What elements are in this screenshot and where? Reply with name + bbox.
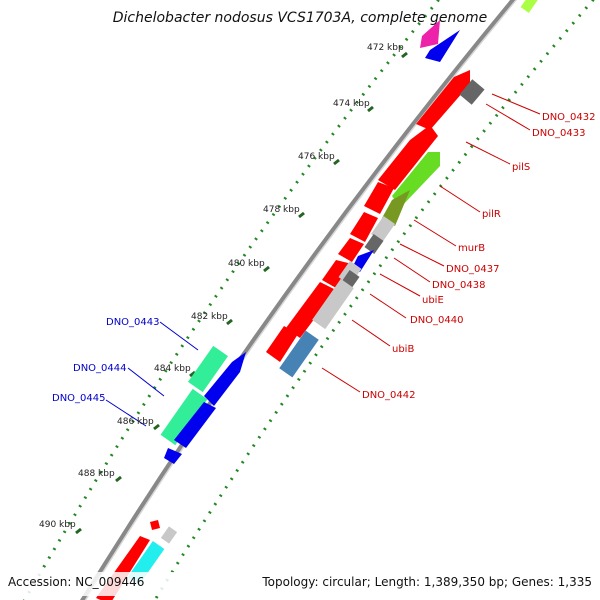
tick-label: 476 kbp — [298, 152, 335, 162]
gene-arrow-red[interactable] — [416, 70, 470, 130]
gene-arrow-red[interactable] — [350, 212, 378, 242]
gene-arrow[interactable] — [425, 30, 460, 62]
tick-mark — [333, 158, 340, 166]
gene-label[interactable]: DNO_0437 — [446, 264, 500, 275]
gene-label[interactable]: pilS — [512, 162, 530, 173]
gene-label[interactable]: DNO_0444 — [73, 363, 127, 374]
tick-marks — [75, 51, 408, 535]
gene-labels-forward: DNO_0432 DNO_0433 pilS pilR murB DNO_043… — [362, 112, 596, 401]
genome-summary-text: Topology: circular; Length: 1,389,350 bp… — [261, 575, 592, 589]
gene-dno0445[interactable] — [174, 402, 216, 448]
outer-dotted-guide — [22, 0, 441, 600]
gene-dno0444[interactable] — [160, 388, 208, 446]
map-title: Dichelobacter nodosus VCS1703A, complete… — [113, 10, 487, 26]
gene-arrow-red[interactable] — [338, 238, 364, 262]
gene-dno0432[interactable] — [459, 79, 485, 105]
inner-dotted-guide — [153, 0, 596, 600]
tick-mark — [75, 527, 82, 535]
gene-arrow-red[interactable] — [378, 125, 438, 190]
gene-arrow-red[interactable] — [322, 260, 352, 288]
footer-background — [0, 572, 600, 596]
gene-label[interactable]: murB — [458, 243, 485, 254]
gene-label[interactable]: DNO_0442 — [362, 390, 416, 401]
gene-label[interactable]: ubiE — [422, 295, 444, 306]
tick-mark — [401, 51, 408, 59]
genome-backbone — [80, 0, 517, 600]
genome-backbone-highlight — [84, 0, 518, 600]
gene-top-lime[interactable] — [520, 0, 542, 13]
gene-dno0443[interactable] — [188, 345, 228, 393]
forward-strand-genes — [96, 0, 542, 600]
tick-labels: 472 kbp 474 kbp 476 kbp 478 kbp 480 kbp … — [39, 43, 404, 530]
gene-label[interactable]: DNO_0438 — [432, 280, 486, 291]
tick-mark — [367, 105, 374, 113]
tick-label: 472 kbp — [367, 43, 404, 53]
gene-ubib[interactable] — [312, 278, 354, 330]
accession-text: Accession: NC_009446 — [8, 575, 144, 589]
reverse-strand-genes — [160, 345, 246, 464]
gene-arrow-red[interactable] — [266, 326, 298, 362]
leader-lines — [105, 93, 541, 427]
gene-arrow-blue[interactable] — [164, 448, 182, 464]
gene-arrow-blue[interactable] — [204, 352, 246, 406]
tick-label: 474 kbp — [333, 99, 370, 109]
tick-label: 482 kbp — [191, 312, 228, 322]
gene-label[interactable]: ubiB — [392, 344, 414, 355]
tick-mark — [189, 370, 196, 378]
tick-label: 480 kbp — [228, 259, 265, 269]
tick-mark — [298, 211, 305, 219]
tick-mark — [226, 318, 233, 326]
gene-label[interactable]: DNO_0445 — [52, 393, 106, 404]
gene-pilr[interactable] — [382, 190, 410, 226]
tick-label: 486 kbp — [117, 417, 154, 427]
gene-label[interactable]: DNO_0440 — [410, 315, 464, 326]
gene-murb[interactable] — [370, 215, 396, 243]
gene-labels-reverse: DNO_0443 DNO_0444 DNO_0445 — [52, 317, 160, 404]
tick-label: 484 kbp — [154, 364, 191, 374]
gene-dno0442[interactable] — [279, 330, 319, 378]
gene-arrow-red[interactable] — [150, 520, 160, 530]
gene-label[interactable]: DNO_0443 — [106, 317, 160, 328]
gene-arrow-red[interactable] — [364, 182, 394, 214]
gene-label[interactable]: DNO_0432 — [542, 112, 596, 123]
tick-label: 490 kbp — [39, 520, 76, 530]
tick-label: 478 kbp — [263, 205, 300, 215]
tick-mark — [263, 265, 270, 273]
gene-arrow[interactable] — [420, 20, 440, 48]
gene-arrow-red[interactable] — [286, 282, 336, 338]
gene-dno0437[interactable] — [364, 234, 384, 254]
tick-label: 488 kbp — [78, 469, 115, 479]
gene-bottom-lightgray[interactable] — [160, 526, 178, 544]
gene-label[interactable]: pilR — [482, 209, 501, 220]
tick-mark — [115, 475, 122, 483]
tick-mark — [153, 423, 160, 431]
gene-label[interactable]: DNO_0433 — [532, 128, 586, 139]
